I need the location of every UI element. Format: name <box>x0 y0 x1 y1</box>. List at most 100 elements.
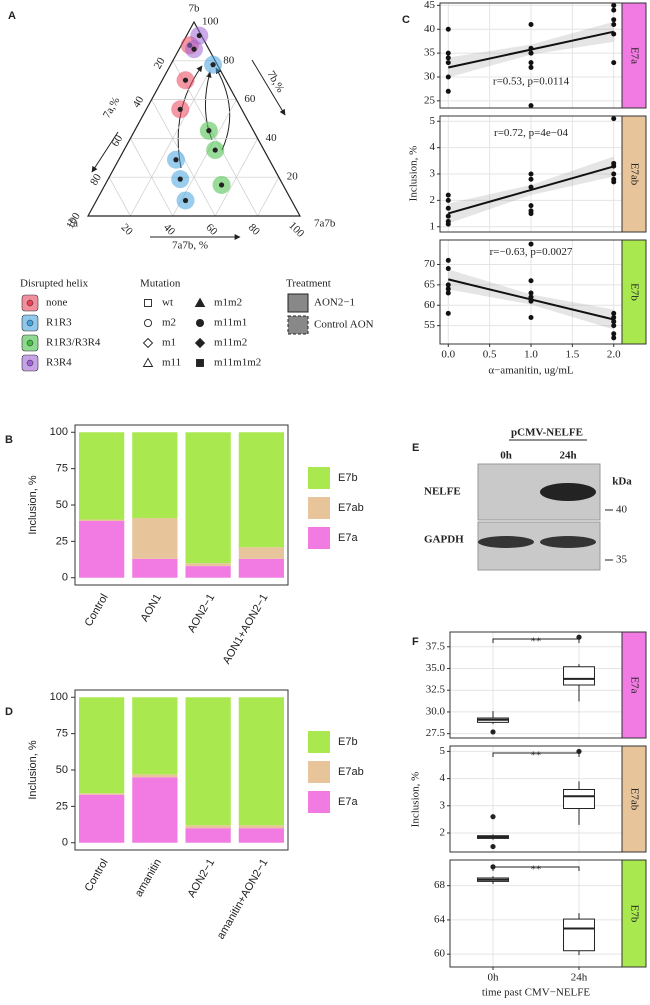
legend-key <box>308 527 330 549</box>
bar-segment <box>238 547 285 559</box>
a-tick-label: 20 <box>152 55 168 71</box>
point <box>445 221 451 227</box>
triangle-frame <box>86 20 302 217</box>
panel-label: F <box>412 636 419 648</box>
facet-label: E7a <box>628 47 640 64</box>
y-tick-label: 27.5 <box>426 727 446 739</box>
point <box>177 176 183 182</box>
bar-segment <box>132 777 178 843</box>
legend-key <box>308 791 330 813</box>
legend-key <box>308 467 330 489</box>
legend-label: AON2−1 <box>314 297 355 309</box>
y-tick-label: 75 <box>56 728 68 740</box>
legend-label: Control AON <box>314 319 374 331</box>
b-tick-label: 20 <box>287 171 299 183</box>
axis-title: 7a7b, % <box>172 240 208 252</box>
y-axis-label: Inclusion, % <box>27 740 39 800</box>
bar-segment <box>132 558 178 578</box>
b-tick-label: 100 <box>202 16 219 28</box>
bar-segment <box>185 566 231 578</box>
y-tick-label: 75 <box>56 463 68 475</box>
bar-segment <box>132 697 178 775</box>
point <box>173 157 179 163</box>
y-tick-label: 5 <box>440 745 446 757</box>
point <box>611 310 617 316</box>
legend-label: E7a <box>338 796 358 808</box>
point <box>528 290 534 296</box>
bar-segment <box>238 558 285 578</box>
legend-label: E7b <box>338 472 358 484</box>
b-tick-label: 60 <box>244 93 256 105</box>
y-axis-label: Inclusion, % <box>410 772 422 828</box>
point <box>528 278 534 284</box>
significance-bracket <box>492 638 580 643</box>
b-tick-label: 80 <box>223 54 235 66</box>
panel-label: C <box>402 14 410 26</box>
point <box>611 31 617 37</box>
bar-segment <box>132 432 178 519</box>
facet-strip <box>621 2 647 109</box>
bar-segment <box>78 432 125 520</box>
legend-label: m1 <box>162 337 176 349</box>
legend-label: m1m2 <box>214 297 242 309</box>
legend-label: R3R4 <box>46 357 72 369</box>
row-label: NELFE <box>424 486 461 498</box>
point <box>611 335 617 341</box>
legend-title: Mutation <box>140 278 181 290</box>
y-tick-label: 30 <box>424 71 436 83</box>
facet-box: 27.5 30.0 32.5 35.0 37.5 ** E7a 2 3 4 5 ** E7ab 60 64 6… <box>410 631 647 999</box>
blot-band <box>540 483 596 501</box>
point <box>177 106 183 112</box>
point <box>611 323 617 329</box>
point <box>445 205 451 211</box>
significance-bracket <box>492 866 580 871</box>
y-tick-label: 30.0 <box>426 705 446 717</box>
point <box>611 17 617 23</box>
blot-band <box>478 536 534 548</box>
x-tick-label: AON1+AON2−1 <box>221 592 271 666</box>
blot-title: pCMV-NELFE <box>511 427 583 439</box>
legend-label: m11 <box>162 357 181 369</box>
panel-label: A <box>8 10 16 22</box>
legend-label: R1R3 <box>46 317 72 329</box>
point <box>206 128 212 134</box>
legend-label: m11m2 <box>214 337 247 349</box>
legend-key <box>308 497 330 519</box>
box <box>563 788 595 810</box>
point <box>528 64 534 70</box>
grid-line <box>257 177 280 217</box>
outlier <box>490 729 496 735</box>
point <box>611 60 617 66</box>
ab-tick-label: 100 <box>286 220 307 241</box>
point <box>611 2 617 8</box>
bar-segment <box>185 828 231 843</box>
panel-label: B <box>5 434 13 446</box>
facet-strip <box>621 631 647 739</box>
ab-tick-label: 40 <box>161 222 178 239</box>
legend-dot <box>26 299 34 307</box>
x-tick-label: Control <box>83 857 111 894</box>
x-tick-label: AON1 <box>139 592 164 624</box>
point <box>611 116 617 122</box>
y-tick-label: 4 <box>430 141 436 153</box>
x-tick-label: 2.0 <box>607 349 621 361</box>
box <box>563 918 595 952</box>
x-tick-label: amanitin+AON2−1 <box>215 857 271 941</box>
y-tick-label: 50 <box>56 499 68 511</box>
legend-title: Treatment <box>286 278 331 290</box>
blot-band <box>540 536 596 548</box>
regression-line <box>447 165 615 215</box>
lane-label: 24h <box>559 450 576 462</box>
lane-label: 0h <box>500 450 512 462</box>
bar-segment <box>132 518 178 559</box>
legend-label: wt <box>162 297 173 309</box>
bar-segment <box>185 563 231 567</box>
legend-key <box>308 761 330 783</box>
legend-shape <box>195 318 205 328</box>
facet-strip <box>621 745 647 853</box>
panel-label: D <box>5 706 13 718</box>
point <box>191 46 197 52</box>
point <box>445 266 451 272</box>
